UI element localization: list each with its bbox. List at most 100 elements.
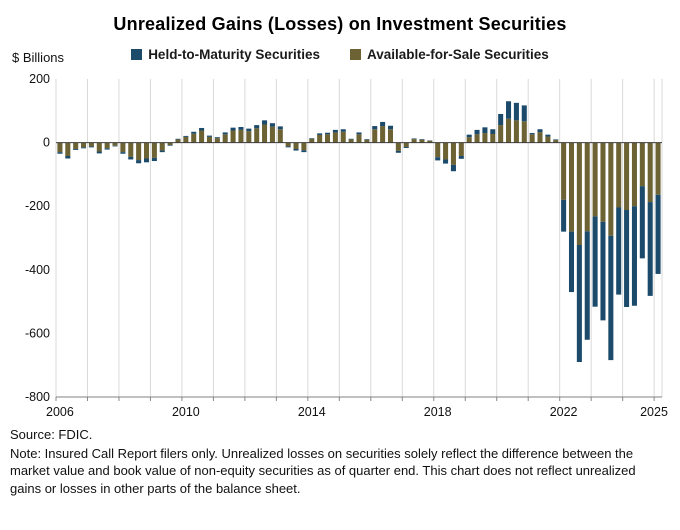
bar-segment: [372, 126, 378, 130]
bar-segment: [443, 142, 449, 160]
bar-segment: [277, 129, 283, 143]
bar-segment: [474, 134, 480, 143]
source-text: Source: FDIC.: [10, 427, 93, 442]
bar-segment: [624, 210, 630, 308]
legend-label-held-to-maturity: Held-to-Maturity Securities: [148, 47, 320, 62]
x-tick-label: 2022: [550, 405, 578, 419]
bar-segment: [443, 159, 449, 164]
bar-segment: [513, 102, 519, 121]
bar-segment: [332, 129, 338, 133]
bar-segment: [325, 134, 331, 143]
bar-segment: [222, 134, 228, 143]
bar-segment: [238, 127, 244, 130]
bar-segment: [600, 142, 606, 222]
bar-segment: [608, 235, 614, 361]
bar-segment: [482, 127, 488, 134]
bar-segment: [214, 137, 220, 139]
bar-segment: [356, 132, 362, 135]
bar-segment: [600, 221, 606, 321]
y-tick-label: -200: [25, 199, 50, 213]
bar-segment: [482, 133, 488, 143]
bar-segment: [167, 142, 173, 146]
bar-segment: [81, 142, 87, 148]
bar-segment: [104, 148, 110, 150]
bar-segment: [372, 129, 378, 143]
y-tick-label: 200: [29, 72, 50, 86]
bar-segment: [427, 140, 433, 143]
legend-swatch-available-for-sale-icon: [349, 49, 361, 60]
bar-segment: [65, 155, 71, 159]
bar-segment: [576, 244, 582, 363]
bar-segment: [238, 129, 244, 143]
bar-segment: [285, 146, 291, 148]
bar-segment: [128, 142, 134, 157]
bar-segment: [450, 142, 456, 165]
bar-segment: [647, 142, 653, 203]
bar-segment: [112, 142, 118, 146]
bar-segment: [624, 142, 630, 211]
bar-segment: [419, 139, 425, 143]
bar-segment: [269, 123, 275, 127]
bar-segment: [584, 142, 590, 232]
bar-segment: [529, 133, 535, 135]
bar-segment: [395, 150, 401, 153]
bar-segment: [81, 147, 87, 149]
bar-segment: [183, 135, 189, 137]
bar-segment: [380, 126, 386, 143]
bar-segment: [348, 138, 354, 140]
bar-segment: [199, 130, 205, 143]
bar-segment: [309, 138, 315, 139]
bar-segment: [568, 231, 575, 293]
bar-segment: [301, 142, 307, 151]
bar-segment: [159, 142, 165, 151]
bar-segment: [222, 132, 228, 135]
bar-segment: [183, 136, 189, 143]
bar-segment: [96, 142, 102, 152]
bar-segment: [616, 142, 622, 208]
bar-segment: [254, 128, 260, 143]
bar-segment: [143, 142, 150, 159]
bar-segment: [498, 113, 504, 126]
bar-segment: [387, 129, 393, 143]
bar-segment: [214, 138, 220, 143]
bar-segment: [545, 136, 551, 143]
bar-segment: [639, 186, 645, 259]
bar-segment: [57, 142, 63, 153]
bar-segment: [269, 126, 275, 143]
legend: Held-to-Maturity Securities Available-fo…: [10, 47, 670, 62]
bar-segment: [151, 157, 157, 162]
bar-segment: [348, 139, 354, 143]
bar-segment: [262, 124, 268, 143]
bar-segment: [450, 164, 456, 172]
bar-segment: [458, 155, 464, 159]
bar-segment: [647, 202, 653, 296]
bar-segment: [112, 145, 118, 147]
bar-segment: [380, 121, 386, 127]
chart-canvas: 200 0 -200 -400 -600 -800 2006 2010 2014 2018 2022…: [10, 71, 670, 423]
y-axis-label: $ Billions: [12, 50, 65, 65]
bar-segment: [293, 148, 299, 151]
bar-segment: [537, 132, 543, 143]
x-tick-label: 2018: [424, 405, 452, 419]
bar-segment: [88, 142, 94, 147]
bar-segment: [191, 133, 197, 143]
bar-segment: [364, 139, 370, 143]
bar-segment: [301, 150, 307, 153]
bar-segment: [592, 216, 598, 307]
x-tick-label: 2010: [172, 405, 200, 419]
bar-segment: [435, 157, 441, 161]
chart-figure: Unrealized Gains (Losses) on Investment …: [10, 14, 670, 496]
legend-swatch-held-to-maturity-icon: [131, 49, 143, 60]
bar-segment: [608, 142, 614, 236]
bar-segment: [340, 129, 346, 132]
bar-segment: [309, 138, 315, 143]
bar-segment: [88, 146, 94, 148]
bar-segment: [73, 142, 79, 149]
bar-segment: [506, 118, 512, 143]
bar-segment: [364, 139, 370, 140]
legend-label-available-for-sale: Available-for-Sale Securities: [366, 47, 549, 62]
bar-segment: [466, 137, 472, 143]
bar-segment: [73, 148, 79, 150]
bar-segment: [553, 140, 559, 143]
